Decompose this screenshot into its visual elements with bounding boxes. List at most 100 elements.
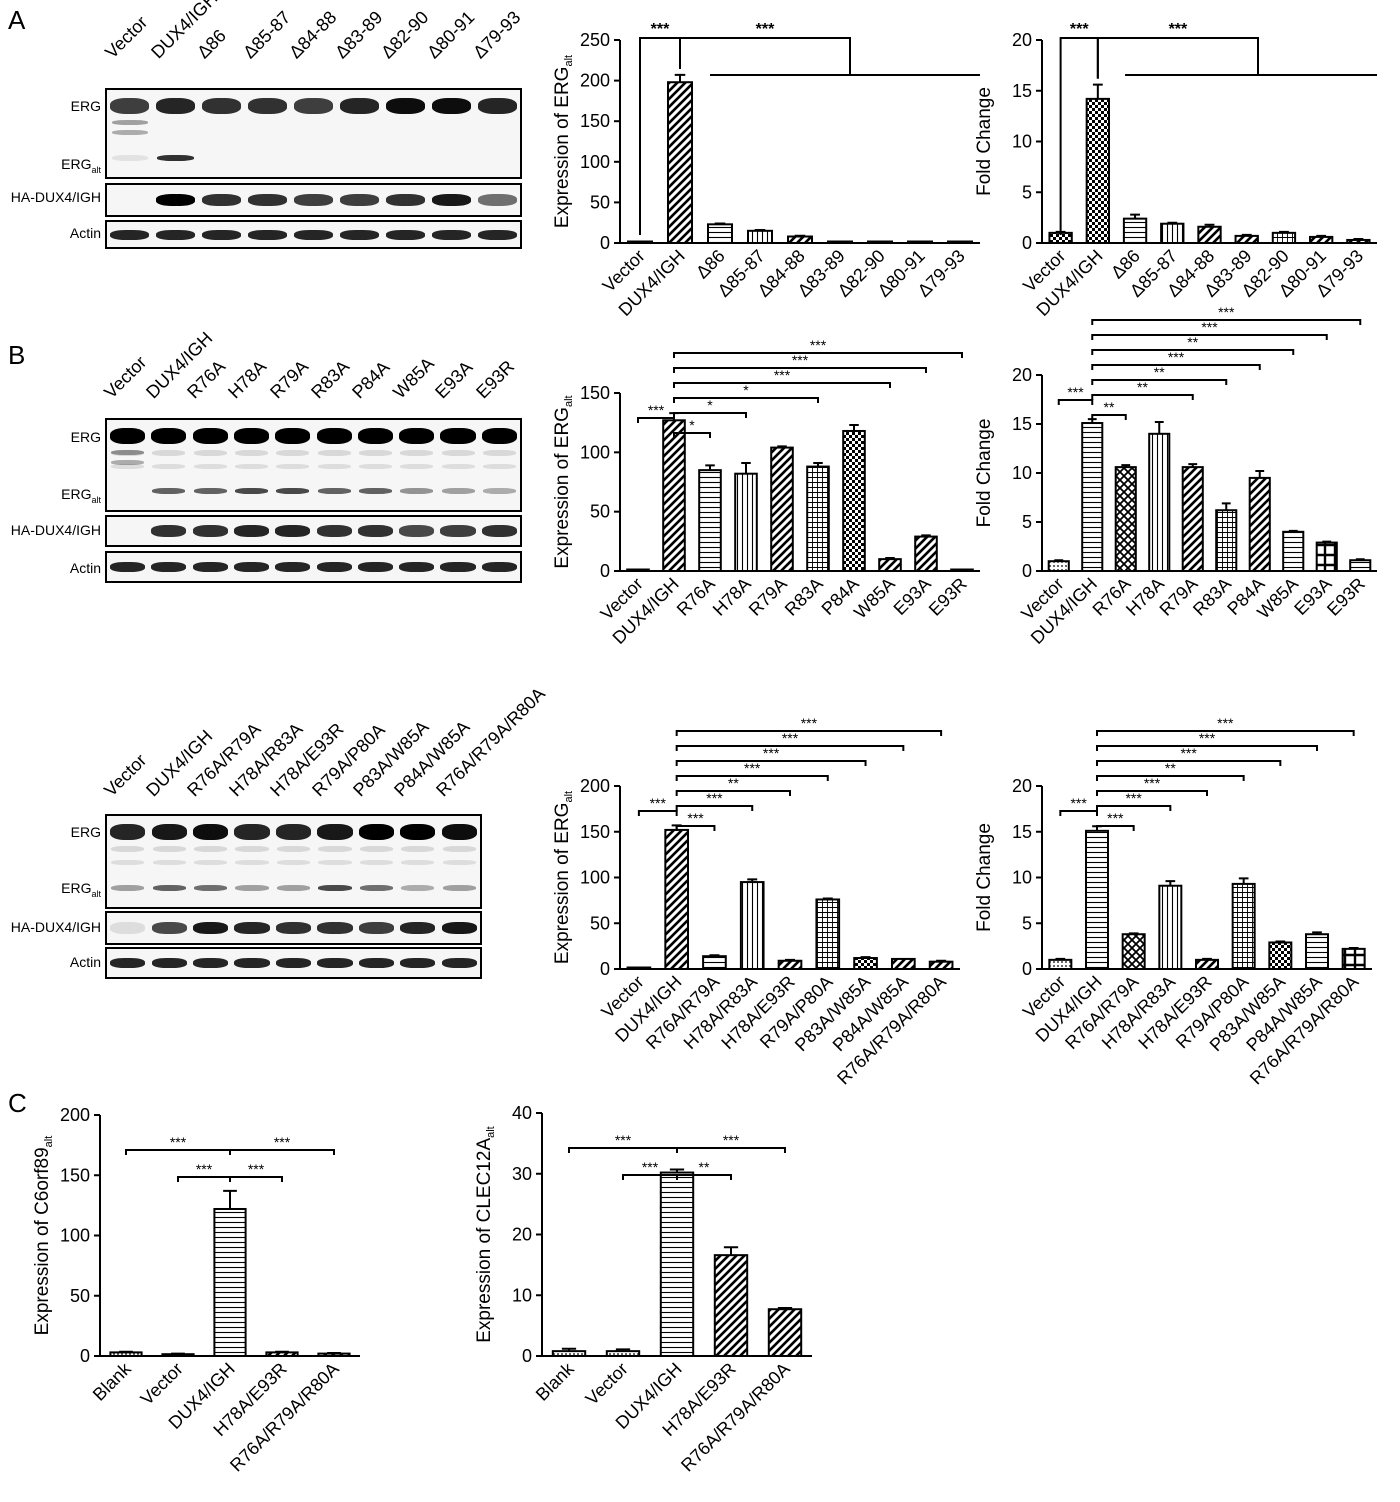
blot-band: [358, 464, 392, 469]
significance-bracket: [673, 382, 891, 388]
blot-band: [152, 860, 186, 865]
blot-band: [317, 488, 351, 494]
blot-band: [317, 824, 353, 840]
blot-band: [316, 562, 352, 572]
blot-band: [293, 229, 333, 240]
y-tick-label: 0: [80, 1346, 90, 1366]
significance-label: ***: [642, 1159, 659, 1175]
significance-bracket: [673, 397, 819, 403]
western-blot-a: Vector DUX4/IGH Δ86 Δ85-87 Δ84-88 Δ83-89 Δ82-9…: [0, 0, 1400, 260]
blot-band: [441, 922, 477, 934]
blot-band: [110, 229, 150, 240]
blot-band: [293, 98, 333, 114]
x-tick-label: Blank: [532, 1358, 579, 1405]
significance-bracket: [1091, 349, 1295, 355]
blot-band: [193, 464, 227, 469]
blot-band: [400, 824, 436, 840]
y-tick-label: 10: [1012, 463, 1032, 483]
y-axis-label: Fold Change: [974, 419, 995, 528]
blot-row-label: ERGalt: [61, 156, 101, 175]
error-bar: [1130, 213, 1140, 219]
bar: [659, 1171, 695, 1358]
significance-label: ***: [1201, 319, 1218, 335]
bar: [827, 240, 853, 244]
error-bar: [1316, 234, 1327, 237]
error-bar: [1202, 957, 1212, 960]
blot-band: [152, 450, 186, 456]
significance-bracket: [1096, 775, 1245, 781]
significance-bracket: [675, 825, 716, 831]
blot-band: [235, 860, 269, 865]
y-tick-label: 50: [70, 1286, 90, 1306]
blot-erg-box: [105, 88, 522, 179]
panel-letter-b: B: [8, 340, 26, 370]
blot-band: [477, 98, 517, 114]
significance-label: ***: [1168, 349, 1185, 365]
significance-label: *: [707, 397, 713, 413]
blot-band: [339, 98, 379, 114]
blot-row-label: ERGalt: [61, 486, 101, 505]
y-tick-label: 10: [1012, 132, 1032, 152]
blot-band: [202, 98, 242, 114]
error-bar: [119, 1350, 133, 1353]
blot-band: [399, 525, 435, 537]
significance-bracket: [229, 1176, 283, 1182]
significance-label: ***: [1180, 745, 1197, 761]
significance-bracket: [1057, 399, 1094, 405]
y-tick-label: 200: [580, 776, 610, 796]
blot-band: [111, 450, 145, 455]
blot-ha-box: [105, 183, 522, 217]
blot-band: [481, 525, 517, 537]
blot-band: [194, 860, 228, 865]
significance-bracket: [676, 1147, 786, 1153]
y-tick-label: 20: [1012, 30, 1032, 50]
blot-row-label: ERGalt: [61, 880, 101, 899]
blot-band: [235, 846, 269, 852]
y-tick-label: 20: [512, 1225, 532, 1245]
error-bar: [1353, 237, 1364, 240]
significance-label: ***: [1169, 21, 1188, 38]
error-bar: [1241, 233, 1252, 236]
error-bar: [777, 1307, 793, 1310]
y-tick-label: 0: [1022, 233, 1032, 253]
significance-bracket: [637, 417, 675, 423]
bar: [867, 240, 893, 244]
significance-label: **: [699, 1159, 710, 1175]
blot-band: [385, 194, 425, 206]
error-bar: [171, 1352, 185, 1355]
blot-band: [318, 860, 352, 865]
blot-actin-box: [105, 220, 522, 249]
blot-band: [358, 958, 394, 968]
blot-row-label: Actin: [69, 560, 101, 576]
blot-band: [316, 525, 352, 537]
blot-band: [152, 846, 186, 852]
significance-bracket: [568, 1147, 678, 1153]
blot-row-label: Actin: [69, 954, 101, 970]
blot-band: [151, 922, 187, 934]
blot-band: [248, 98, 288, 114]
blot-band: [401, 846, 435, 852]
y-axis-label: Expression of ERGalt: [552, 55, 575, 228]
blot-band: [317, 464, 351, 469]
bar: [950, 568, 974, 572]
error-bar: [1092, 83, 1103, 99]
blot-band: [359, 846, 393, 852]
blot-band: [276, 450, 310, 456]
error-bar: [1275, 940, 1286, 943]
y-tick-label: 200: [580, 71, 610, 91]
blot-band: [202, 194, 242, 206]
significance-label: ***: [810, 337, 827, 353]
y-tick-label: 150: [580, 822, 610, 842]
y-tick-label: 100: [60, 1226, 90, 1246]
error-bar: [1128, 932, 1139, 935]
error-bar: [849, 424, 859, 431]
error-bar: [674, 73, 686, 83]
error-bar: [1355, 558, 1365, 561]
error-bar: [1279, 230, 1289, 233]
y-tick-label: 15: [1012, 822, 1032, 842]
significance-label: ***: [1217, 715, 1234, 731]
y-tick-label: 10: [512, 1285, 532, 1305]
significance-bracket: [1097, 37, 1377, 76]
significance-label: ***: [687, 810, 704, 826]
